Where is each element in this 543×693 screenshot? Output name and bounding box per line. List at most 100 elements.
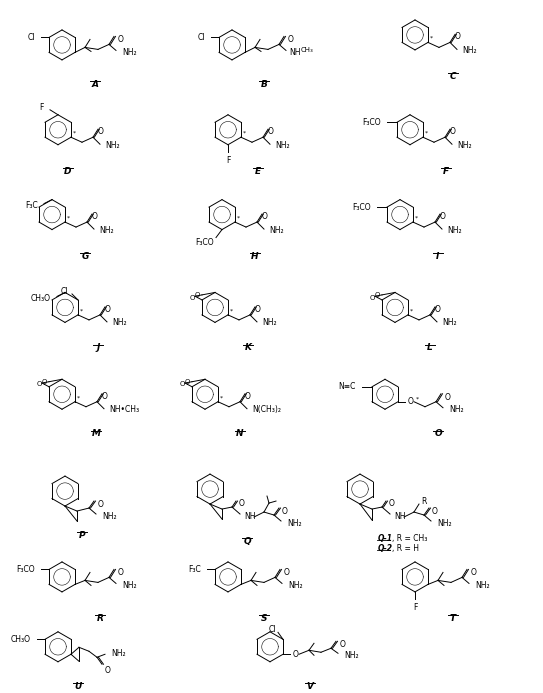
Text: NH₂: NH₂ — [447, 225, 462, 234]
Text: NH₂: NH₂ — [475, 581, 490, 590]
Text: V: V — [306, 682, 313, 691]
Text: O: O — [105, 666, 111, 675]
Text: N(CH₃)₂: N(CH₃)₂ — [252, 405, 281, 414]
Text: F₃CO: F₃CO — [16, 565, 35, 574]
Text: D: D — [64, 167, 72, 176]
Text: *: * — [219, 395, 223, 401]
Text: *: * — [72, 131, 75, 136]
Text: NH₂: NH₂ — [287, 518, 301, 527]
Text: O: O — [450, 128, 456, 137]
Text: N: N — [236, 429, 244, 438]
Text: B: B — [261, 80, 268, 89]
Text: NH₂: NH₂ — [111, 649, 125, 658]
Text: NH₂: NH₂ — [122, 48, 137, 57]
Text: E: E — [255, 167, 261, 176]
Text: *: * — [236, 216, 239, 220]
Text: M: M — [92, 429, 100, 438]
Text: Cl: Cl — [198, 33, 205, 42]
Text: I: I — [437, 252, 440, 261]
Text: N≡C: N≡C — [339, 383, 356, 392]
Text: O: O — [239, 499, 245, 508]
Text: F: F — [40, 103, 44, 112]
Text: O: O — [375, 292, 380, 298]
Text: O: O — [98, 128, 104, 137]
Text: NH₂: NH₂ — [449, 405, 464, 414]
Text: A: A — [92, 80, 98, 89]
Text: *: * — [409, 308, 413, 313]
Text: NH₂: NH₂ — [344, 651, 358, 660]
Text: O: O — [435, 305, 441, 314]
Text: CH₃: CH₃ — [301, 47, 314, 53]
Text: NH₂: NH₂ — [122, 581, 137, 590]
Text: Cl: Cl — [268, 625, 276, 634]
Text: J: J — [96, 343, 100, 352]
Text: NH: NH — [394, 511, 406, 520]
Text: *: * — [425, 131, 427, 136]
Text: O: O — [118, 568, 124, 577]
Text: C: C — [450, 72, 456, 81]
Text: O: O — [288, 35, 294, 44]
Text: O: O — [455, 33, 461, 42]
Text: O: O — [268, 128, 274, 137]
Text: NH₂: NH₂ — [105, 141, 119, 150]
Text: NH₂: NH₂ — [462, 46, 477, 55]
Text: *: * — [77, 395, 80, 401]
Text: O: O — [105, 305, 111, 314]
Text: R: R — [97, 614, 103, 623]
Text: O: O — [42, 378, 47, 385]
Text: O: O — [180, 381, 186, 387]
Text: O: O — [434, 429, 442, 438]
Text: O: O — [293, 650, 299, 659]
Text: F₃CO: F₃CO — [195, 238, 214, 247]
Text: NH₂: NH₂ — [262, 318, 276, 327]
Text: F₃C: F₃C — [188, 565, 201, 574]
Text: Q: Q — [243, 537, 251, 546]
Text: L: L — [427, 343, 433, 352]
Text: , R = H: , R = H — [392, 545, 419, 554]
Text: O: O — [92, 212, 98, 221]
Text: *: * — [430, 36, 433, 41]
Text: S: S — [261, 614, 267, 623]
Text: G: G — [81, 252, 89, 261]
Text: H: H — [251, 252, 259, 261]
Text: K: K — [244, 343, 251, 352]
Text: NH₂: NH₂ — [112, 318, 127, 327]
Text: NH₂: NH₂ — [442, 318, 457, 327]
Text: O: O — [190, 295, 195, 301]
Text: *: * — [415, 396, 419, 401]
Text: T: T — [450, 614, 456, 623]
Text: NH: NH — [289, 48, 300, 57]
Text: O: O — [408, 397, 414, 406]
Text: O: O — [262, 212, 268, 221]
Text: O: O — [98, 500, 104, 509]
Text: *: * — [242, 131, 245, 136]
Text: NH₂: NH₂ — [99, 225, 113, 234]
Text: F₃CO: F₃CO — [352, 202, 371, 211]
Text: O: O — [284, 568, 290, 577]
Text: R: R — [421, 497, 426, 506]
Text: O: O — [432, 507, 438, 516]
Text: NH₂: NH₂ — [457, 141, 472, 150]
Text: *: * — [414, 216, 418, 220]
Text: O: O — [370, 295, 375, 301]
Text: Q-2: Q-2 — [378, 545, 393, 554]
Text: CH₃O: CH₃O — [11, 635, 31, 644]
Text: CH₃O: CH₃O — [31, 294, 51, 303]
Text: NH₂: NH₂ — [102, 511, 117, 520]
Text: O: O — [194, 292, 200, 298]
Text: F₃C: F₃C — [26, 201, 38, 210]
Text: F: F — [443, 167, 449, 176]
Text: NH₂: NH₂ — [437, 518, 452, 527]
Text: O: O — [282, 507, 288, 516]
Text: U: U — [74, 682, 81, 691]
Text: Cl: Cl — [28, 33, 35, 42]
Text: Cl: Cl — [60, 288, 68, 297]
Text: NH₂: NH₂ — [269, 225, 283, 234]
Text: F: F — [226, 156, 230, 165]
Text: Q-1: Q-1 — [378, 534, 393, 543]
Text: , R = CH₃: , R = CH₃ — [392, 534, 427, 543]
Text: O: O — [440, 212, 446, 221]
Text: O: O — [340, 640, 346, 649]
Text: F₃CO: F₃CO — [362, 118, 381, 127]
Text: O: O — [118, 35, 124, 44]
